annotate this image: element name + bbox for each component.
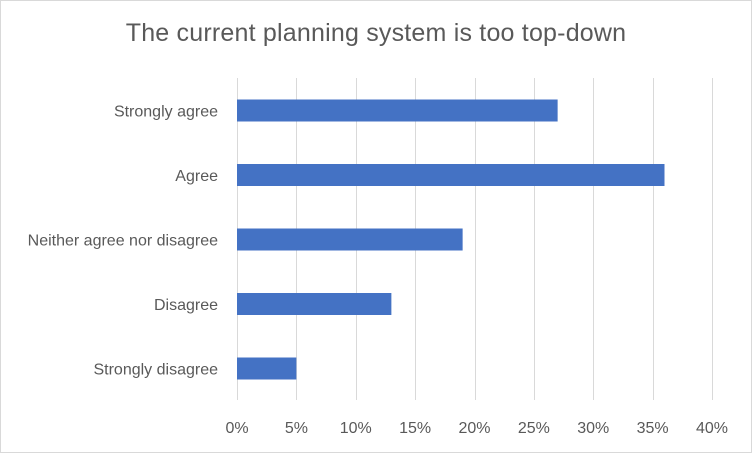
bar — [237, 164, 665, 186]
bar — [237, 228, 463, 251]
bars — [237, 99, 665, 380]
category-label: Agree — [175, 168, 218, 185]
x-tick-label: 40% — [696, 420, 728, 437]
x-tick-label: 5% — [285, 420, 308, 437]
bar — [237, 293, 392, 315]
x-tick-label: 35% — [637, 420, 669, 437]
x-tick-label: 30% — [577, 420, 609, 437]
category-label: Strongly agree — [114, 104, 218, 121]
x-tick-label: 0% — [225, 420, 248, 437]
x-tick-label: 25% — [518, 420, 550, 437]
x-tick-label: 10% — [340, 420, 372, 437]
category-label: Disagree — [154, 297, 218, 314]
x-tick-label: 20% — [458, 420, 490, 437]
category-labels: Strongly agree Agree Neither agree nor dis… — [28, 104, 218, 379]
bar — [237, 99, 558, 122]
x-tick-label: 15% — [399, 420, 431, 437]
bar — [237, 357, 297, 380]
category-label: Strongly disagree — [93, 362, 218, 379]
x-axis-tick-labels: 0% 5% 10% 15% 20% 25% 30% 35% 40% — [225, 420, 728, 437]
chart-title: The current planning system is too top-d… — [125, 19, 627, 47]
category-label: Neither agree nor disagree — [28, 233, 218, 250]
